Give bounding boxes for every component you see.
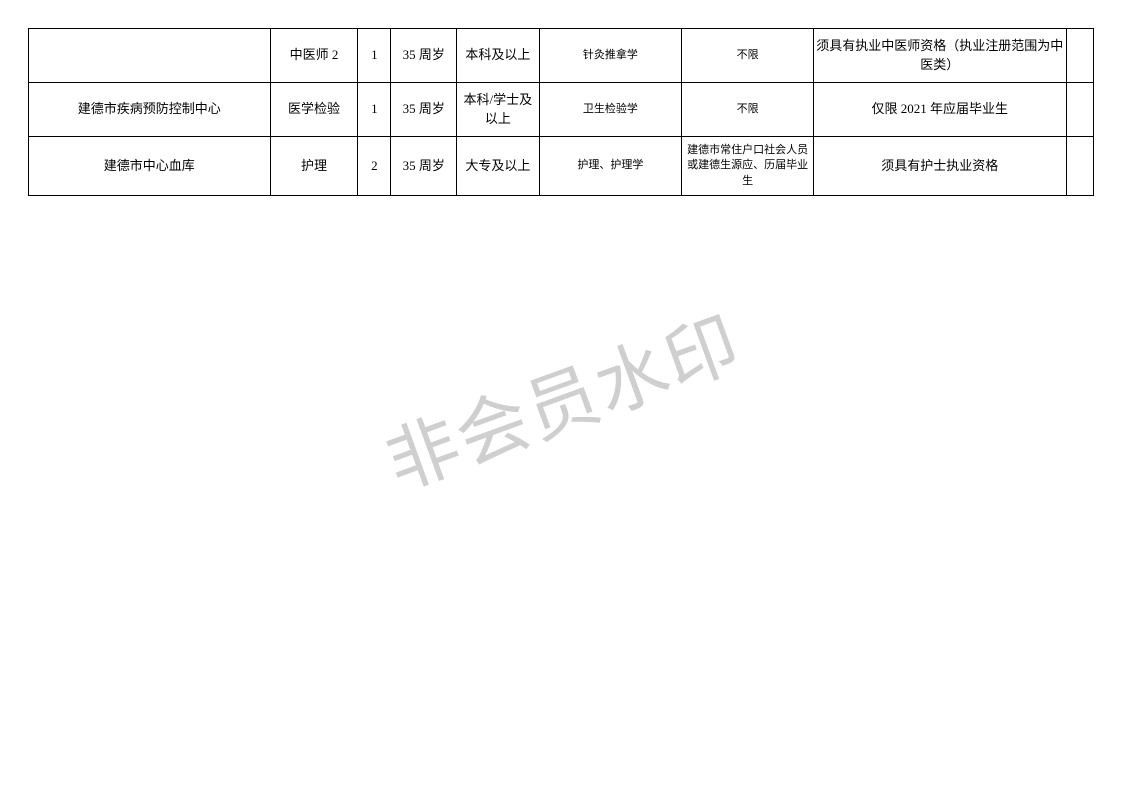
cell-age: 35 周岁 — [391, 29, 457, 83]
cell-household: 建德市常住户口社会人员或建德生源应、历届毕业生 — [682, 137, 814, 196]
cell-position: 医学检验 — [270, 83, 358, 137]
cell-position: 护理 — [270, 137, 358, 196]
cell-extra — [1066, 29, 1094, 83]
cell-position: 中医师 2 — [270, 29, 358, 83]
cell-count: 1 — [358, 29, 391, 83]
cell-education: 本科/学士及以上 — [457, 83, 539, 137]
cell-major: 卫生检验学 — [539, 83, 682, 137]
watermark-text: 非会员水印 — [369, 284, 753, 509]
cell-major: 护理、护理学 — [539, 137, 682, 196]
cell-org: 建德市疾病预防控制中心 — [29, 83, 271, 137]
cell-household: 不限 — [682, 83, 814, 137]
cell-count: 1 — [358, 83, 391, 137]
recruitment-table: 中医师 2 1 35 周岁 本科及以上 针灸推拿学 不限 须具有执业中医师资格（… — [28, 28, 1094, 196]
table-row: 建德市中心血库 护理 2 35 周岁 大专及以上 护理、护理学 建德市常住户口社… — [29, 137, 1094, 196]
cell-major: 针灸推拿学 — [539, 29, 682, 83]
cell-requirement: 须具有执业中医师资格（执业注册范围为中医类） — [813, 29, 1066, 83]
cell-age: 35 周岁 — [391, 83, 457, 137]
cell-org — [29, 29, 271, 83]
cell-age: 35 周岁 — [391, 137, 457, 196]
cell-requirement: 须具有护士执业资格 — [813, 137, 1066, 196]
table-container: 中医师 2 1 35 周岁 本科及以上 针灸推拿学 不限 须具有执业中医师资格（… — [0, 0, 1122, 196]
cell-household: 不限 — [682, 29, 814, 83]
cell-education: 大专及以上 — [457, 137, 539, 196]
cell-count: 2 — [358, 137, 391, 196]
cell-education: 本科及以上 — [457, 29, 539, 83]
cell-requirement: 仅限 2021 年应届毕业生 — [813, 83, 1066, 137]
cell-extra — [1066, 83, 1094, 137]
cell-extra — [1066, 137, 1094, 196]
cell-org: 建德市中心血库 — [29, 137, 271, 196]
table-row: 建德市疾病预防控制中心 医学检验 1 35 周岁 本科/学士及以上 卫生检验学 … — [29, 83, 1094, 137]
table-row: 中医师 2 1 35 周岁 本科及以上 针灸推拿学 不限 须具有执业中医师资格（… — [29, 29, 1094, 83]
